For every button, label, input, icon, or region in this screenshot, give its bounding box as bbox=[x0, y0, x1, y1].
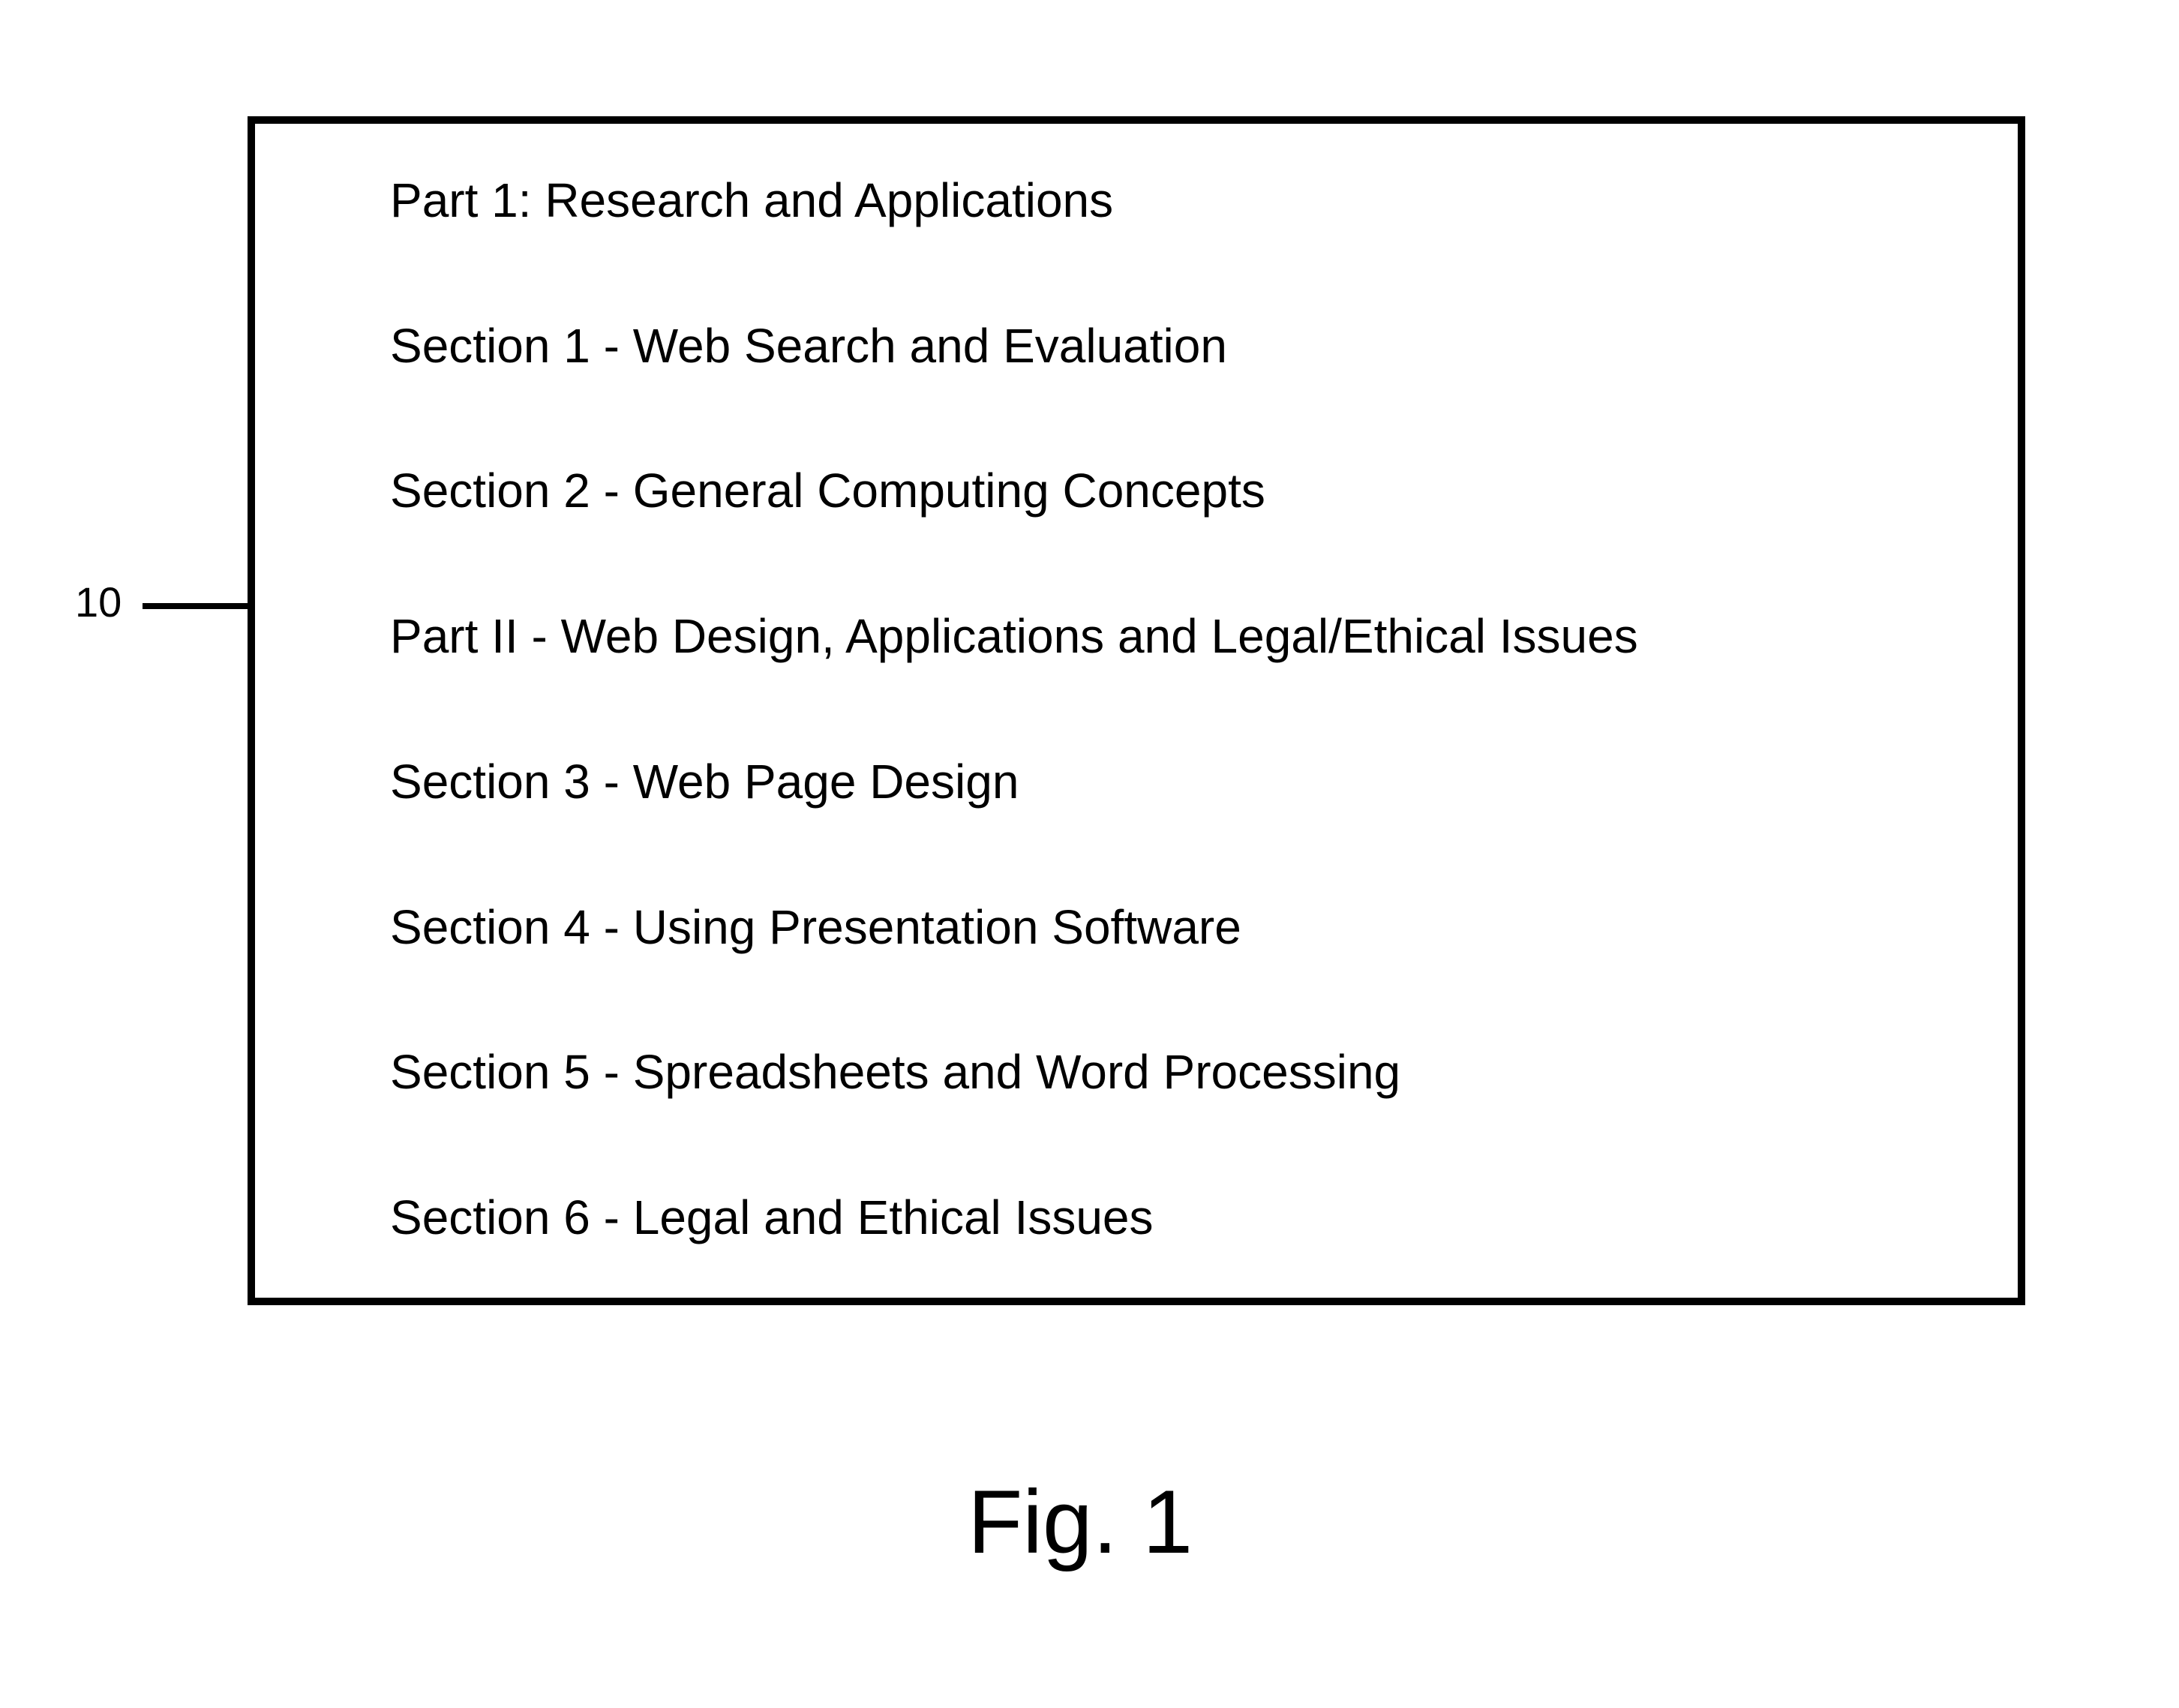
callout-reference-number: 10 bbox=[75, 578, 122, 626]
outline-line: Section 3 - Web Page Design bbox=[390, 754, 1965, 809]
outline-line: Section 4 - Using Presentation Software bbox=[390, 899, 1965, 955]
outline-line: Section 2 - General Computing Concepts bbox=[390, 463, 1965, 518]
outline-line: Section 1 - Web Search and Evaluation bbox=[390, 318, 1965, 374]
outline-content: Part 1: Research and Applications Sectio… bbox=[390, 173, 1965, 1245]
outline-line: Section 6 - Legal and Ethical Issues bbox=[390, 1190, 1965, 1245]
outline-line: Part 1: Research and Applications bbox=[390, 173, 1965, 228]
figure-caption: Fig. 1 bbox=[855, 1470, 1305, 1574]
callout-leader-line bbox=[143, 603, 248, 609]
figure-canvas: Part 1: Research and Applications Sectio… bbox=[0, 0, 2179, 1708]
outline-line: Part II - Web Design, Applications and L… bbox=[390, 608, 1965, 664]
outline-line: Section 5 - Spreadsheets and Word Proces… bbox=[390, 1044, 1965, 1100]
